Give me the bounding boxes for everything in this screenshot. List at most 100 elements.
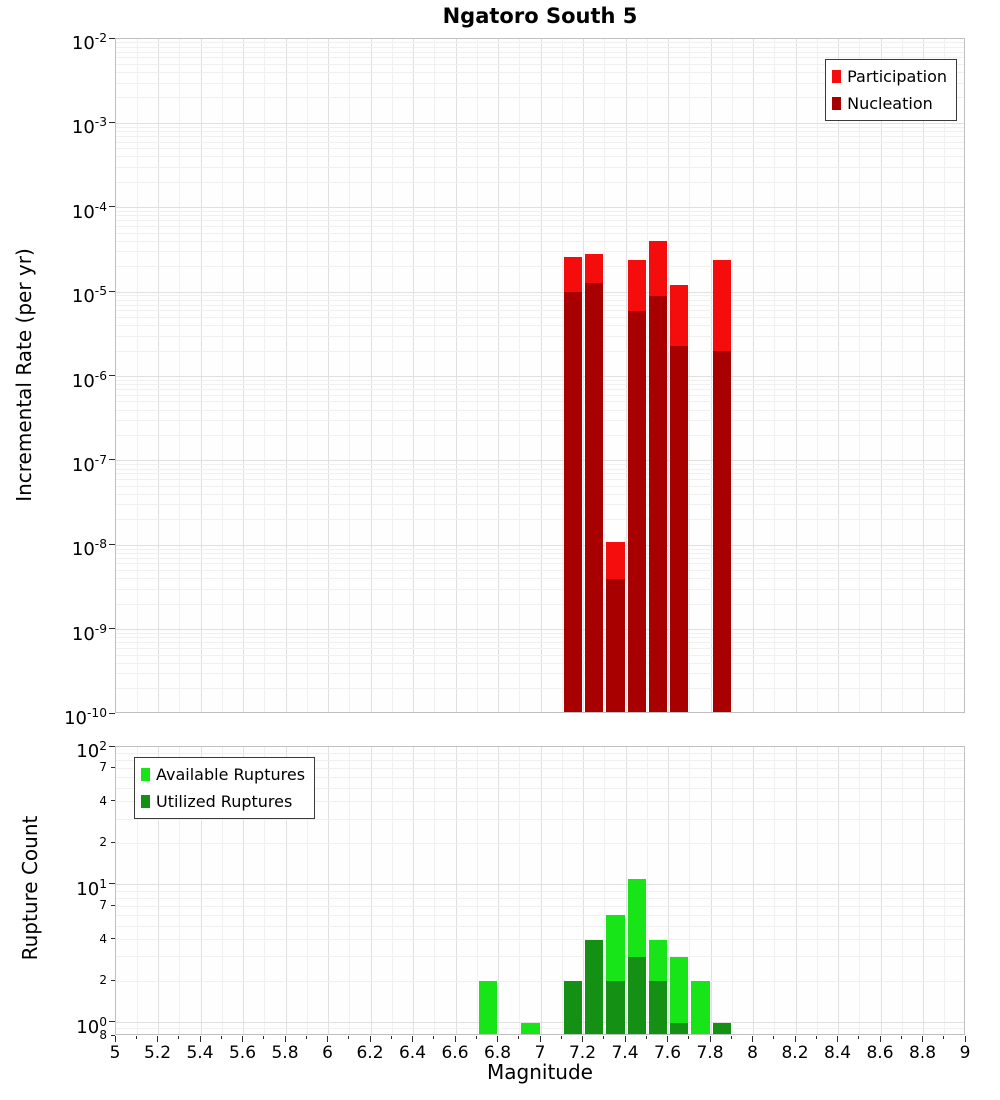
gridline (116, 890, 964, 892)
x-tick-mark (114, 1036, 116, 1042)
x-tick-mark (837, 1036, 838, 1042)
bar-available-ruptures (478, 981, 497, 1034)
gridline (774, 747, 776, 1034)
y-tick-mark (109, 121, 115, 123)
gridline (689, 747, 691, 1034)
y-tick-label: 10-7 (71, 452, 107, 476)
gridline (116, 752, 964, 754)
gridline (116, 240, 964, 242)
y-tick-mark (109, 375, 115, 376)
x-tick-mark (454, 1036, 456, 1042)
gridline (668, 747, 669, 1034)
gridline (498, 747, 499, 1034)
gridline (221, 39, 223, 712)
gridline (116, 384, 964, 386)
gridline (116, 310, 964, 312)
gridline (116, 57, 964, 59)
legend-item-nucleation: Nucleation (832, 90, 947, 117)
bar-utilized-ruptures (627, 956, 646, 1034)
bar-utilized-ruptures (563, 981, 582, 1034)
x-tick-mark (412, 1036, 413, 1042)
gridline (116, 46, 964, 48)
gridline (116, 251, 964, 253)
x-tick-mark (688, 1036, 690, 1039)
tick-exponent: -9 (94, 621, 107, 636)
gridline (116, 409, 964, 411)
gridline (116, 493, 964, 495)
bar-nucleation (648, 295, 667, 712)
tick-exponent: -5 (94, 284, 107, 299)
gridline (179, 747, 181, 1034)
y-tick-mark (111, 841, 115, 843)
x-tick-label: 9 (959, 1043, 971, 1063)
gridline (561, 39, 563, 712)
x-tick-label: 7.2 (568, 1043, 597, 1063)
gridline (200, 39, 202, 712)
y-tick-mark (109, 543, 115, 545)
gridline (116, 131, 964, 133)
gridline (116, 335, 964, 337)
gridline (116, 519, 964, 521)
bar-utilized-ruptures (648, 981, 667, 1034)
gridline (710, 39, 712, 712)
gridline (158, 747, 159, 1034)
x-tick-mark (220, 1036, 222, 1039)
x-tick-label: 8.2 (781, 1043, 809, 1063)
gridline (116, 578, 964, 580)
legend-swatch-utilized-ruptures (141, 795, 150, 808)
gridline (243, 747, 244, 1034)
gridline (880, 39, 882, 712)
gridline (116, 420, 964, 422)
gridline (116, 394, 964, 396)
gridline (413, 747, 414, 1034)
tick-exponent: -3 (94, 115, 107, 130)
x-tick-mark (539, 1036, 541, 1042)
gridline (880, 747, 882, 1034)
gridline (221, 747, 223, 1034)
gridline (285, 39, 287, 712)
x-tick-label: 8 (747, 1043, 758, 1063)
gridline (116, 207, 964, 209)
x-tick-mark (730, 1036, 732, 1039)
gridline (625, 39, 627, 712)
gridline (116, 135, 964, 137)
bar-nucleation (606, 578, 625, 712)
gridline (116, 122, 964, 124)
legend-swatch-nucleation (832, 97, 842, 110)
x-tick-mark (879, 1036, 881, 1042)
gridline (116, 460, 964, 462)
gridline (116, 166, 964, 168)
gridline (434, 39, 436, 712)
gridline (731, 39, 733, 712)
y-tick-label: 10-9 (71, 621, 107, 645)
x-tick-mark (157, 1036, 158, 1042)
x-tick-mark (348, 1036, 350, 1039)
gridline (116, 389, 964, 391)
bar-utilized-ruptures (670, 1022, 689, 1034)
gridline (306, 39, 308, 712)
tick-exponent: 2 (99, 739, 107, 753)
gridline (264, 39, 266, 712)
gridline (116, 215, 964, 217)
bar-utilized-ruptures (712, 1022, 731, 1034)
x-tick-label: 6.4 (398, 1043, 427, 1063)
gridline (116, 232, 964, 234)
x-tick-label: 5.2 (143, 1043, 172, 1063)
gridline (498, 39, 499, 712)
gridline (116, 266, 964, 268)
gridline (116, 464, 964, 466)
bar-nucleation (585, 282, 604, 712)
gridline (116, 485, 964, 487)
gridline (116, 925, 964, 927)
x-tick-label: 5.4 (186, 1043, 214, 1063)
x-tick-label: 6.2 (356, 1043, 384, 1063)
gridline (116, 801, 964, 803)
gridline (116, 468, 964, 470)
y-tick-label: 100 (76, 1014, 107, 1038)
y-tick-label: 10-5 (71, 284, 107, 308)
gridline (116, 479, 964, 481)
y-tick-label: 4 (99, 793, 107, 808)
legend-item-utilized-ruptures: Utilized Ruptures (141, 788, 305, 815)
gridline (116, 304, 964, 306)
gridline (710, 747, 712, 1034)
